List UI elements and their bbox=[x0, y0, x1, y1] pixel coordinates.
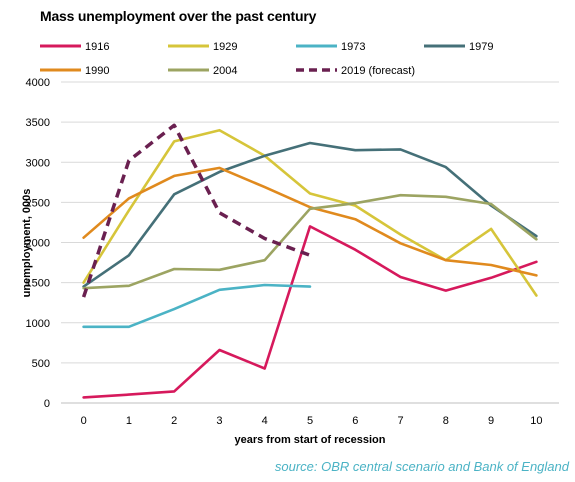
series-line-1979 bbox=[82, 141, 538, 288]
series-line-2019-forecast- bbox=[81, 123, 311, 298]
series-lines bbox=[81, 123, 538, 399]
x-tick-label-10: 10 bbox=[530, 415, 542, 427]
series-line-1990 bbox=[82, 166, 538, 277]
y-tick-label-3500: 3500 bbox=[26, 117, 50, 129]
y-tick-label-2000: 2000 bbox=[26, 238, 50, 250]
y-tick-label-3000: 3000 bbox=[26, 157, 50, 169]
x-tick-label-9: 9 bbox=[488, 415, 494, 427]
y-tick-label-500: 500 bbox=[32, 358, 50, 370]
legend-label-1990: 1990 bbox=[85, 65, 109, 77]
legend-label-1916: 1916 bbox=[85, 41, 109, 53]
x-tick-labels: 0 1 2 3 4 5 6 7 8 9 10 bbox=[81, 415, 543, 427]
y-tick-label-0: 0 bbox=[44, 398, 50, 410]
series-line-1916 bbox=[82, 225, 538, 399]
x-tick-label-5: 5 bbox=[307, 415, 313, 427]
y-tick-label-2500: 2500 bbox=[26, 197, 50, 209]
legend-label-2019-forecast-: 2019 (forecast) bbox=[341, 65, 415, 77]
x-tick-label-2: 2 bbox=[171, 415, 177, 427]
series-line-1929 bbox=[82, 128, 538, 297]
y-tick-labels: 0 500 1000 1500 2000 2500 3000 3500 4000 bbox=[26, 77, 50, 410]
x-tick-label-6: 6 bbox=[352, 415, 358, 427]
legend-label-1929: 1929 bbox=[213, 41, 237, 53]
source-note: source: OBR central scenario and Bank of… bbox=[274, 459, 569, 474]
x-tick-label-7: 7 bbox=[397, 415, 403, 427]
legend-label-2004: 2004 bbox=[213, 65, 237, 77]
chart-title: Mass unemployment over the past century bbox=[40, 8, 317, 24]
x-axis-title: years from start of recession bbox=[234, 434, 385, 446]
x-tick-label-8: 8 bbox=[443, 415, 449, 427]
y-tick-label-1000: 1000 bbox=[26, 318, 50, 330]
x-tick-label-1: 1 bbox=[126, 415, 132, 427]
series-line-1973 bbox=[82, 283, 312, 329]
series-line-2004 bbox=[82, 193, 538, 290]
x-tick-label-0: 0 bbox=[81, 415, 87, 427]
x-tick-label-3: 3 bbox=[216, 415, 222, 427]
gridlines bbox=[61, 81, 559, 404]
y-axis-title: unemployment, 000s bbox=[21, 189, 33, 298]
legend-label-1973: 1973 bbox=[341, 41, 365, 53]
y-tick-label-4000: 4000 bbox=[26, 77, 50, 89]
y-tick-label-1500: 1500 bbox=[26, 278, 50, 290]
legend-label-1979: 1979 bbox=[469, 41, 493, 53]
legend: 1916 1929 1973 1979 1990 2004 2019 (forecast) bbox=[40, 41, 493, 77]
x-tick-label-4: 4 bbox=[262, 415, 268, 427]
